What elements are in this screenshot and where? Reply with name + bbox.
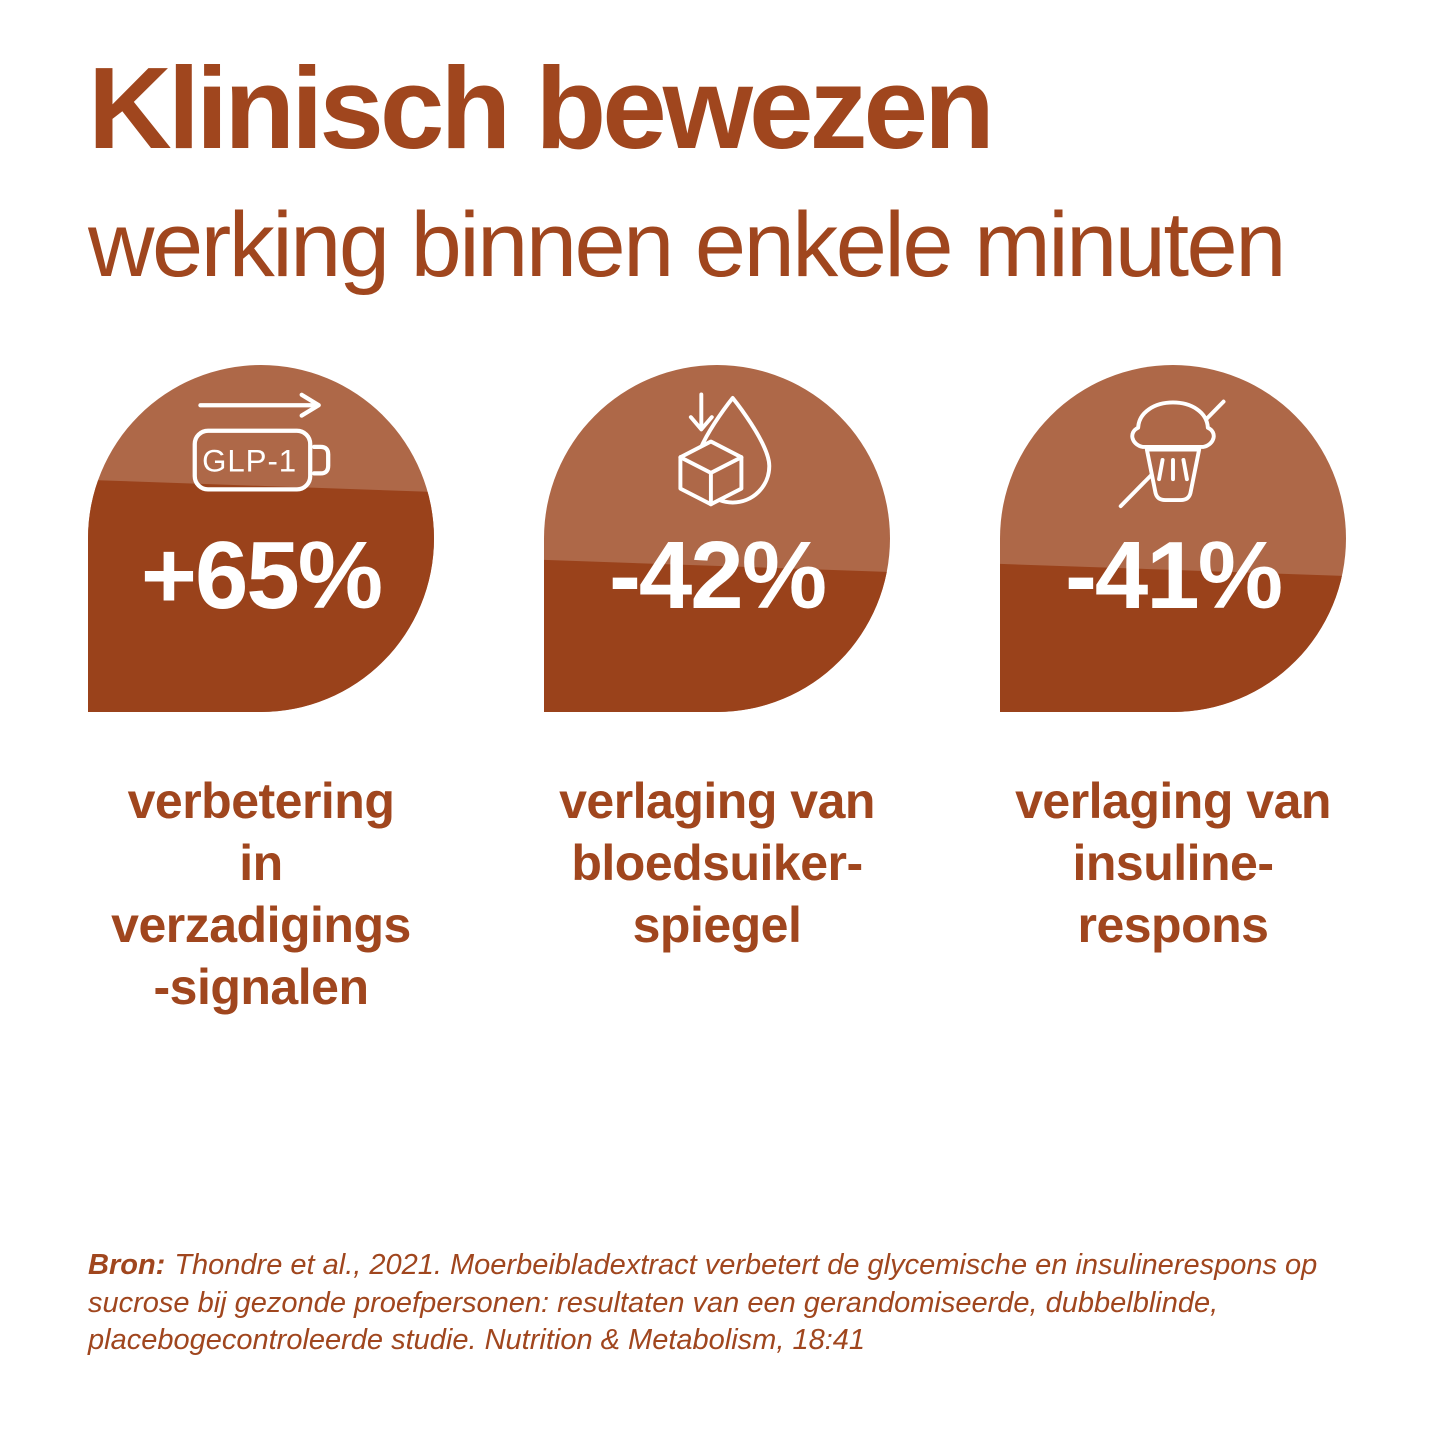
glp1-battery-icon: GLP-1	[192, 392, 331, 492]
stat-caption: verbetering in verzadigings -signalen	[111, 773, 411, 1015]
stat-card-insuline: -41% verlaging van insuline- respons	[1000, 365, 1346, 1018]
page-subtitle: werking binnen enkele minuten	[88, 193, 1286, 296]
stat-drop-shape-bloedsuiker: -42%	[544, 365, 890, 712]
stat-caption: verlaging van bloedsuiker- spiegel	[559, 773, 875, 953]
source-text: Thondre et al., 2021. Moerbeibladextract…	[88, 1249, 1318, 1357]
stat-value: -41%	[1064, 522, 1283, 629]
down-arrow-head	[688, 415, 714, 432]
stats-row: GLP-1 +65% verbetering in verzadigings -…	[88, 365, 1346, 1018]
cupcake-top	[1130, 400, 1216, 449]
sugar-cube-edges	[678, 455, 744, 507]
stat-card-glp1: GLP-1 +65% verbetering in verzadigings -…	[88, 365, 434, 1018]
stat-drop-shape-glp1: GLP-1 +65%	[88, 365, 434, 712]
stat-value: +65%	[140, 522, 383, 629]
crossed-cupcake-icon	[1118, 399, 1226, 509]
right-arrow-head	[299, 392, 321, 418]
sugar-cube-droplet-icon	[678, 392, 772, 507]
header: Klinisch bewezen werking binnen enkele m…	[88, 43, 1286, 296]
stat-drop-shape-insuline: -41%	[1000, 365, 1346, 712]
source-citation: Bron: Thondre et al., 2021. Moerbeibladex…	[88, 1247, 1398, 1360]
stat-card-bloedsuiker: -42% verlaging van bloedsuiker- spiegel	[544, 365, 890, 1018]
battery-body	[192, 428, 313, 492]
battery-label: GLP-1	[202, 443, 297, 478]
cupcake-ridges	[1157, 458, 1189, 482]
stat-caption: verlaging van insuline- respons	[1015, 773, 1331, 953]
battery-terminal	[311, 444, 331, 476]
source-label: Bron:	[88, 1249, 166, 1281]
page-title: Klinisch bewezen	[88, 43, 995, 173]
stat-value: -42%	[608, 522, 827, 629]
